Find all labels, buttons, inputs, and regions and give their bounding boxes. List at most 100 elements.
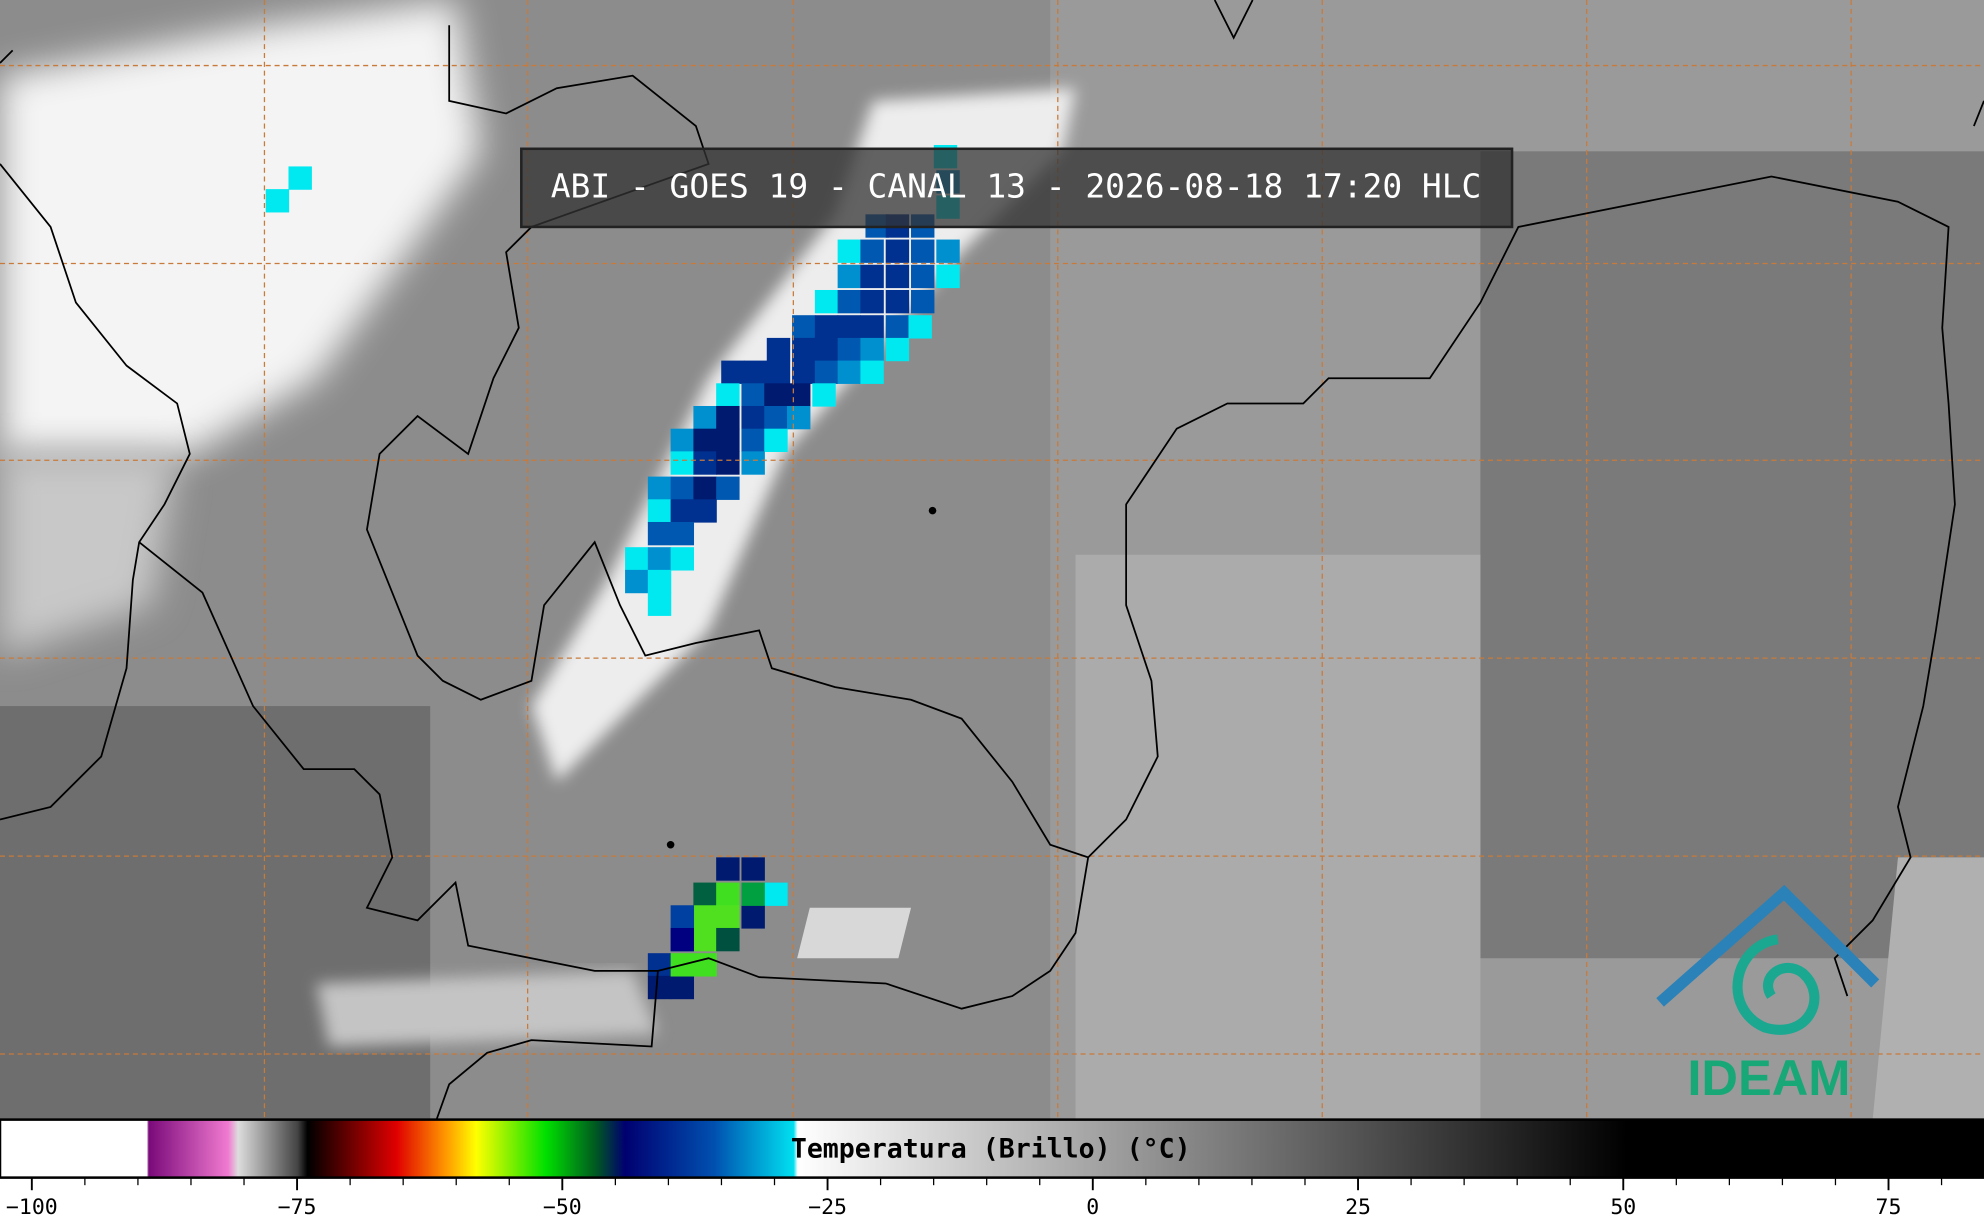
cloud-cell <box>885 315 910 339</box>
colorbar-tick-label: −50 <box>543 1195 582 1220</box>
cloud-cell <box>647 547 672 571</box>
colorbar-tick-label: 25 <box>1345 1195 1371 1220</box>
cloud-cell <box>860 239 884 263</box>
cloud-cell <box>693 953 717 977</box>
logo: IDEAM <box>1656 884 1880 1106</box>
cloud-cell <box>647 953 672 977</box>
cloud-cell <box>837 239 862 263</box>
cloud-cell <box>716 857 740 881</box>
cloud-cell <box>814 337 839 362</box>
cloud-cell <box>265 189 290 213</box>
cloud-cell <box>693 905 717 929</box>
cloud-cell <box>670 499 695 523</box>
cloud-cell <box>860 315 884 339</box>
cloud-cell <box>764 383 788 407</box>
cloud-cell <box>693 428 717 453</box>
colorbar-label: Temperatura (Brillo) (°C) <box>791 1133 1191 1164</box>
cloud-cell <box>787 383 811 407</box>
cloud-cell <box>792 337 816 362</box>
cloud-cell <box>860 360 884 384</box>
cloud-cell <box>766 360 791 384</box>
title-box: ABI - GOES 19 - CANAL 13 - 2026-08-18 17… <box>520 147 1514 229</box>
cloud-cell <box>647 975 672 1000</box>
cloud-cell <box>670 547 695 571</box>
cloud-cell <box>787 405 811 430</box>
cloud-cell <box>693 499 717 523</box>
cloud-cell <box>764 405 788 430</box>
cloud-cell <box>741 383 765 407</box>
cloud-cell <box>911 239 935 263</box>
cloud-cell <box>288 166 312 190</box>
cloud-cell <box>721 360 745 384</box>
cloud-cell <box>741 405 765 430</box>
cloud-cell <box>716 383 740 407</box>
cloud-cell <box>693 476 717 500</box>
cloud-cell <box>837 289 862 314</box>
cloud-cell <box>766 337 791 362</box>
colorbar-tick-label: 0 <box>1086 1195 1099 1220</box>
cloud-cell <box>908 315 932 339</box>
cloud-cell <box>670 905 695 929</box>
cloud-cell <box>837 264 862 289</box>
cloud-cell <box>670 975 695 1000</box>
cloud-cell <box>625 569 649 594</box>
cloud-cell <box>693 405 717 430</box>
cloud-cell <box>860 289 884 314</box>
cloud-cell <box>693 882 717 906</box>
cloud-cell <box>814 315 839 339</box>
colorbar-tick-label: 50 <box>1610 1195 1636 1220</box>
cloud-cell <box>885 264 910 289</box>
cloud-cell <box>647 476 672 500</box>
cloud-cell <box>716 927 740 952</box>
cloud-cell <box>741 882 765 906</box>
cloud-cell <box>860 264 884 289</box>
cloud-cell <box>744 360 768 384</box>
cloud-cell <box>911 264 935 289</box>
grid <box>0 0 1984 1120</box>
cloud-cell <box>670 927 695 952</box>
cloud-cell <box>693 927 717 952</box>
cloud-cell <box>670 476 695 500</box>
cloud-cell <box>741 905 765 929</box>
colorbar-tick-label: 75 <box>1876 1195 1902 1220</box>
cloud-cell <box>716 476 740 500</box>
logo-text: IDEAM <box>1687 1049 1850 1106</box>
cloud-cell <box>792 360 816 384</box>
cloud-cell <box>741 451 765 475</box>
cloud-cell <box>936 264 960 289</box>
colorbar-tick-label: −100 <box>6 1195 58 1220</box>
cloud-cell <box>792 315 816 339</box>
cloud-cell <box>837 337 862 362</box>
cloud-cell <box>885 239 910 263</box>
cloud-cell <box>647 499 672 523</box>
title: ABI - GOES 19 - CANAL 13 - 2026-08-18 17… <box>551 167 1482 205</box>
cloud-cell <box>814 360 839 384</box>
cloud-cell <box>860 337 884 362</box>
cloud-cell <box>885 289 910 314</box>
cloud-cell <box>670 428 695 453</box>
cloud-cell <box>885 337 910 362</box>
cloud-cell <box>647 569 672 594</box>
cloud-cell <box>670 451 695 475</box>
cloud-cell <box>670 521 695 546</box>
cloud-cell <box>716 905 740 929</box>
cloud-cell <box>812 383 836 407</box>
cloud-cell <box>693 451 717 475</box>
colorbar: Temperatura (Brillo) (°C) −100 −75 −50 −25 0… <box>0 1118 1984 1220</box>
cloud-cell <box>837 315 862 339</box>
cold-cloud-cells <box>265 144 960 1000</box>
cloud-cell <box>716 451 740 475</box>
borders <box>0 0 1984 1120</box>
cloud-cell <box>764 428 788 453</box>
colorbar-tick-label: −25 <box>808 1195 847 1220</box>
cloud-cell <box>716 428 740 453</box>
cloud-cell <box>716 882 740 906</box>
cloud-cell <box>716 405 740 430</box>
cloud-cell <box>814 289 839 314</box>
cloud-cell <box>741 857 765 881</box>
cloud-cell <box>764 882 788 906</box>
cloud-cell <box>911 289 935 314</box>
cloud-cell <box>625 547 649 571</box>
